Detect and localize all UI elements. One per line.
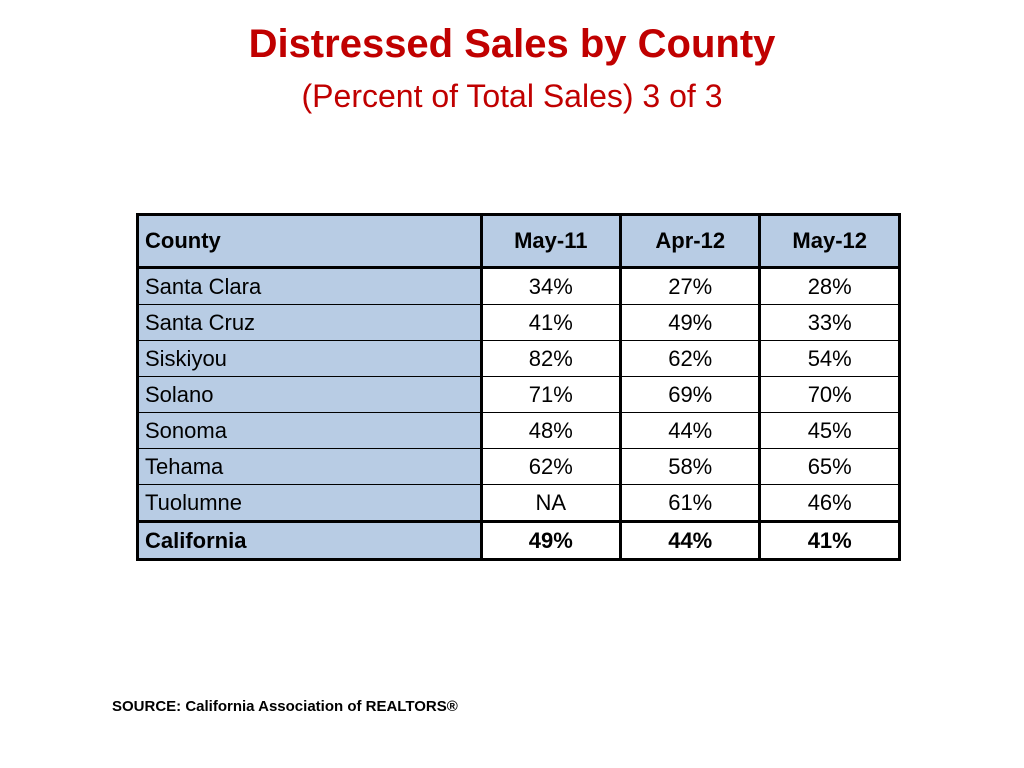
table-row: Tehama 62% 58% 65%: [137, 448, 901, 485]
value-cell: 70%: [759, 376, 901, 413]
county-cell: Tuolumne: [137, 484, 483, 522]
slide-title: Distressed Sales by County: [248, 22, 776, 66]
value-cell: 45%: [759, 412, 901, 449]
slide-subtitle: (Percent of Total Sales) 3 of 3: [301, 78, 723, 114]
table-row: Solano 71% 69% 70%: [137, 376, 901, 413]
value-cell: 49%: [620, 304, 762, 341]
value-cell: 54%: [759, 340, 901, 377]
column-header-county: County: [137, 214, 483, 269]
value-cell: NA: [480, 484, 623, 522]
table-row: Santa Clara 34% 27% 28%: [137, 267, 901, 305]
value-cell: 34%: [480, 267, 623, 305]
value-cell: 82%: [480, 340, 623, 377]
county-cell: Tehama: [137, 448, 483, 485]
value-cell: 61%: [620, 484, 762, 522]
value-cell: 44%: [620, 412, 762, 449]
table-row: Siskiyou 82% 62% 54%: [137, 340, 901, 377]
value-cell: 48%: [480, 412, 623, 449]
value-cell: 33%: [759, 304, 901, 341]
value-cell: 65%: [759, 448, 901, 485]
value-cell: 69%: [620, 376, 762, 413]
value-cell: 41%: [480, 304, 623, 341]
table-row: Tuolumne NA 61% 46%: [137, 484, 901, 522]
table-header-row: County May-11 Apr-12 May-12: [137, 214, 901, 269]
total-label-cell: California: [137, 520, 483, 560]
value-cell: 46%: [759, 484, 901, 522]
distressed-sales-table: County May-11 Apr-12 May-12 Santa Clara …: [136, 213, 901, 561]
total-value-cell: 44%: [620, 520, 762, 560]
value-cell: 27%: [620, 267, 762, 305]
value-cell: 71%: [480, 376, 623, 413]
county-cell: Santa Clara: [137, 267, 483, 305]
value-cell: 62%: [480, 448, 623, 485]
table-row: Sonoma 48% 44% 45%: [137, 412, 901, 449]
column-header-may-11: May-11: [480, 214, 623, 269]
county-cell: Siskiyou: [137, 340, 483, 377]
source-note: SOURCE: California Association of REALTO…: [112, 698, 458, 715]
table-row: Santa Cruz 41% 49% 33%: [137, 304, 901, 341]
value-cell: 58%: [620, 448, 762, 485]
county-cell: Sonoma: [137, 412, 483, 449]
column-header-may-12: May-12: [759, 214, 901, 269]
total-value-cell: 49%: [480, 520, 623, 560]
value-cell: 62%: [620, 340, 762, 377]
value-cell: 28%: [759, 267, 901, 305]
total-value-cell: 41%: [759, 520, 901, 560]
column-header-apr-12: Apr-12: [620, 214, 762, 269]
table-total-row: California 49% 44% 41%: [137, 520, 901, 560]
county-cell: Solano: [137, 376, 483, 413]
county-cell: Santa Cruz: [137, 304, 483, 341]
